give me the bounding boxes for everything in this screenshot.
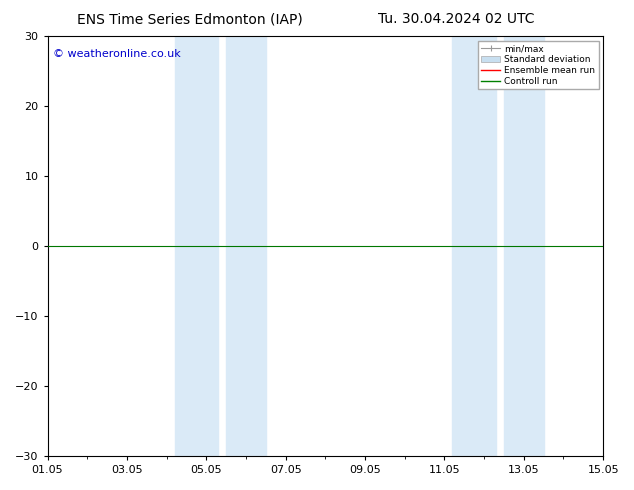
- Bar: [226, 36, 266, 456]
- Text: Tu. 30.04.2024 02 UTC: Tu. 30.04.2024 02 UTC: [378, 12, 534, 26]
- Bar: [453, 36, 496, 456]
- Bar: [504, 36, 543, 456]
- Text: ENS Time Series Edmonton (IAP): ENS Time Series Edmonton (IAP): [77, 12, 303, 26]
- Text: © weatheronline.co.uk: © weatheronline.co.uk: [53, 49, 181, 59]
- Bar: [174, 36, 218, 456]
- Legend: min/max, Standard deviation, Ensemble mean run, Controll run: min/max, Standard deviation, Ensemble me…: [478, 41, 598, 89]
